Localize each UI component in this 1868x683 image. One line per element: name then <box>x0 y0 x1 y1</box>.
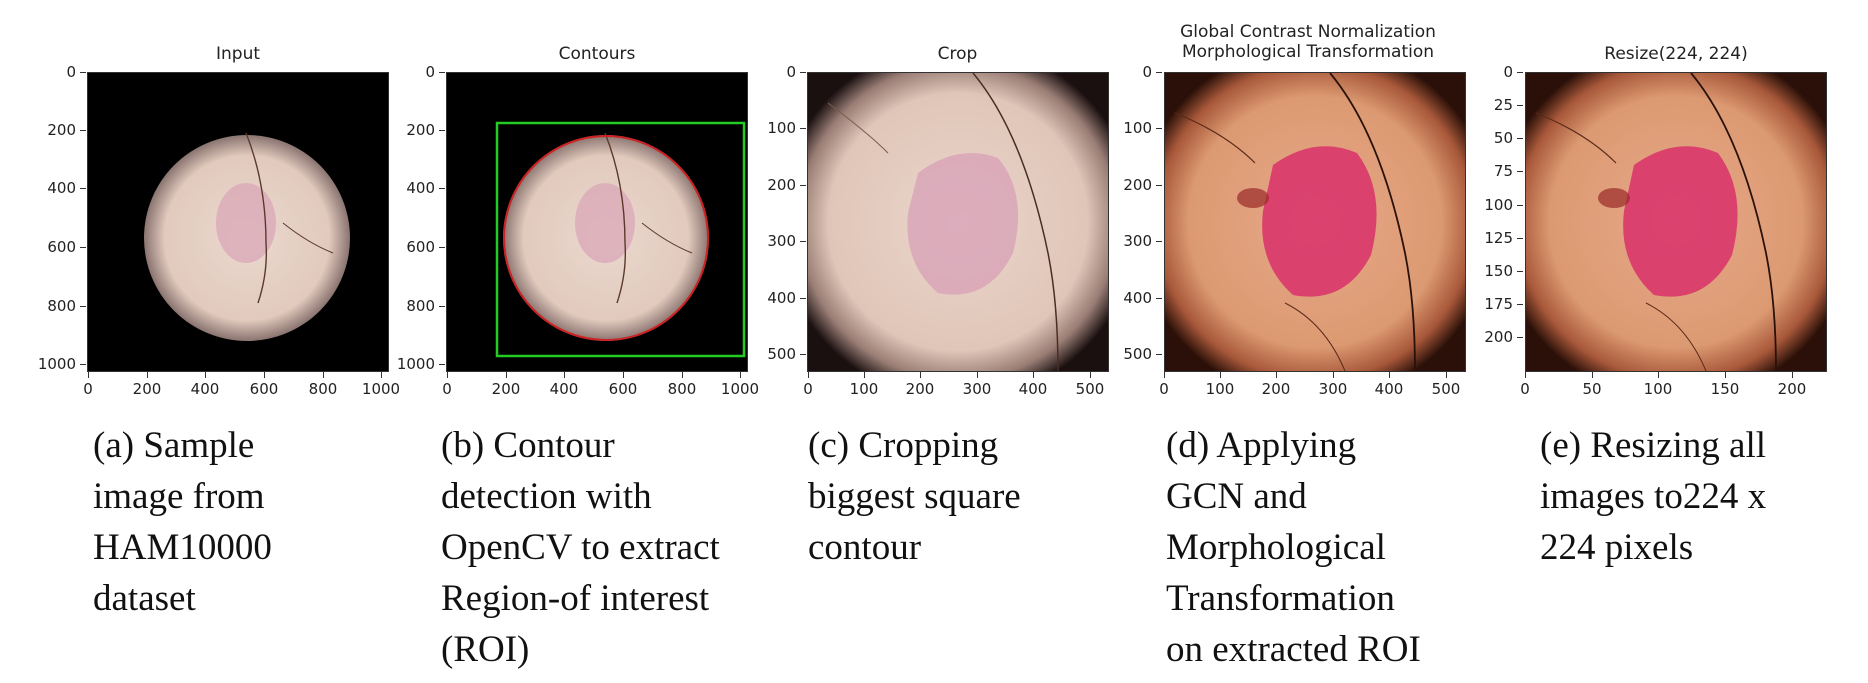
panel-a-xtick: 600 <box>236 372 292 397</box>
panel-c: Crop 0 100 200 300 400 500 0 100 200 300… <box>760 0 1140 683</box>
panel-a-ytick: 400 <box>20 180 86 196</box>
panel-d-title: Global Contrast Normalization Morphologi… <box>1180 22 1436 62</box>
panel-e-ytick: 25 <box>1457 97 1523 113</box>
panel-b-image <box>446 72 748 372</box>
panel-a-ytick: 200 <box>20 122 86 138</box>
panel-d-xtick: 300 <box>1305 372 1361 397</box>
panel-b: Contours 0 200 400 600 800 1000 0 200 40… <box>380 0 760 683</box>
panel-a: Input 0 200 400 600 800 1000 0 200 400 6… <box>0 0 400 683</box>
panel-e-ytick: 0 <box>1457 64 1523 80</box>
panel-a-xtick: 0 <box>60 372 116 397</box>
panel-e: Resize(224, 224) 0 25 50 75 100 125 150 … <box>1484 0 1868 683</box>
panel-e-ytick: 75 <box>1457 163 1523 179</box>
panel-c-title: Crop <box>937 44 978 64</box>
panel-b-caption: (b) Contour detection with OpenCV to ext… <box>441 425 720 670</box>
panel-e-image <box>1525 72 1827 372</box>
panel-b-ytick: 1000 <box>379 356 445 372</box>
panel-d-xtick: 200 <box>1248 372 1304 397</box>
panel-c-ytick: 0 <box>740 64 806 80</box>
panel-a-xtick: 800 <box>295 372 351 397</box>
panel-d-ytick: 0 <box>1096 64 1162 80</box>
panel-b-skin-image <box>495 121 746 358</box>
panel-e-caption: (e) Resizing all images to224 x 224 pixe… <box>1540 425 1767 568</box>
panel-d-ytick: 500 <box>1096 346 1162 362</box>
panel-c-xtick: 200 <box>892 372 948 397</box>
panel-e-xtick: 100 <box>1630 372 1686 397</box>
panel-c-ytick: 400 <box>740 290 806 306</box>
contour-circle <box>503 135 709 341</box>
panel-b-title: Contours <box>558 44 636 64</box>
contour-box <box>495 121 746 358</box>
panel-c-ytick: 500 <box>740 346 806 362</box>
panel-e-skin-image <box>1526 73 1826 371</box>
panel-c-ytick: 100 <box>740 120 806 136</box>
panel-c-xtick: 100 <box>836 372 892 397</box>
panel-a-ytick: 0 <box>20 64 86 80</box>
panel-a-ytick: 800 <box>20 298 86 314</box>
panel-b-xtick: 600 <box>595 372 651 397</box>
panel-d-image <box>1164 72 1466 372</box>
panel-a-title: Input <box>215 44 261 64</box>
panel-a-ytick: 1000 <box>20 356 86 372</box>
panel-e-ytick: 200 <box>1457 329 1523 345</box>
panel-c-skin-image <box>808 73 1108 371</box>
panel-d-ytick: 300 <box>1096 233 1162 249</box>
panel-b-xtick: 0 <box>419 372 475 397</box>
panel-c-xtick: 0 <box>780 372 836 397</box>
panel-e-ytick: 150 <box>1457 263 1523 279</box>
panel-d: Global Contrast Normalization Morphologi… <box>1123 0 1510 683</box>
panel-e-ytick: 175 <box>1457 296 1523 312</box>
panel-d-ytick: 400 <box>1096 290 1162 306</box>
panel-a-skin-image <box>144 132 350 341</box>
panel-c-ytick: 300 <box>740 233 806 249</box>
panel-c-xtick: 500 <box>1062 372 1118 397</box>
panel-b-ytick: 400 <box>379 180 445 196</box>
panel-b-ytick: 200 <box>379 122 445 138</box>
panel-b-xtick: 200 <box>478 372 534 397</box>
panel-e-ytick: 100 <box>1457 197 1523 213</box>
panel-c-caption: (c) Cropping biggest square contour <box>808 425 1021 568</box>
panel-a-caption: (a) Sample image from HAM10000 dataset <box>93 425 272 619</box>
panel-e-xtick: 150 <box>1697 372 1753 397</box>
panel-b-xtick: 800 <box>654 372 710 397</box>
panel-d-skin-image <box>1165 73 1465 371</box>
panel-e-xtick: 0 <box>1497 372 1553 397</box>
panel-d-xtick: 0 <box>1136 372 1192 397</box>
panel-a-image <box>87 72 389 372</box>
panel-d-xtick: 100 <box>1192 372 1248 397</box>
panel-e-xtick: 200 <box>1764 372 1820 397</box>
panel-c-image <box>807 72 1109 372</box>
panel-b-xtick: 1000 <box>712 372 768 397</box>
panel-d-caption: (d) Applying GCN and Morphological Trans… <box>1166 425 1421 670</box>
panel-e-ytick: 125 <box>1457 230 1523 246</box>
panel-d-ytick: 100 <box>1096 120 1162 136</box>
panel-b-ytick: 800 <box>379 298 445 314</box>
panel-d-xtick: 400 <box>1361 372 1417 397</box>
panel-e-xtick: 50 <box>1564 372 1620 397</box>
panel-b-ytick: 0 <box>379 64 445 80</box>
panel-e-ytick: 50 <box>1457 130 1523 146</box>
panel-c-xtick: 400 <box>1005 372 1061 397</box>
panel-d-ytick: 200 <box>1096 177 1162 193</box>
panel-b-xtick: 400 <box>536 372 592 397</box>
panel-a-xtick: 400 <box>177 372 233 397</box>
panel-a-xtick: 200 <box>119 372 175 397</box>
panel-e-title: Resize(224, 224) <box>1604 44 1748 64</box>
panel-a-ytick: 600 <box>20 239 86 255</box>
panel-d-xtick: 500 <box>1418 372 1474 397</box>
panel-c-ytick: 200 <box>740 177 806 193</box>
panel-b-ytick: 600 <box>379 239 445 255</box>
panel-c-xtick: 300 <box>949 372 1005 397</box>
panel-a-xtick: 1000 <box>353 372 409 397</box>
